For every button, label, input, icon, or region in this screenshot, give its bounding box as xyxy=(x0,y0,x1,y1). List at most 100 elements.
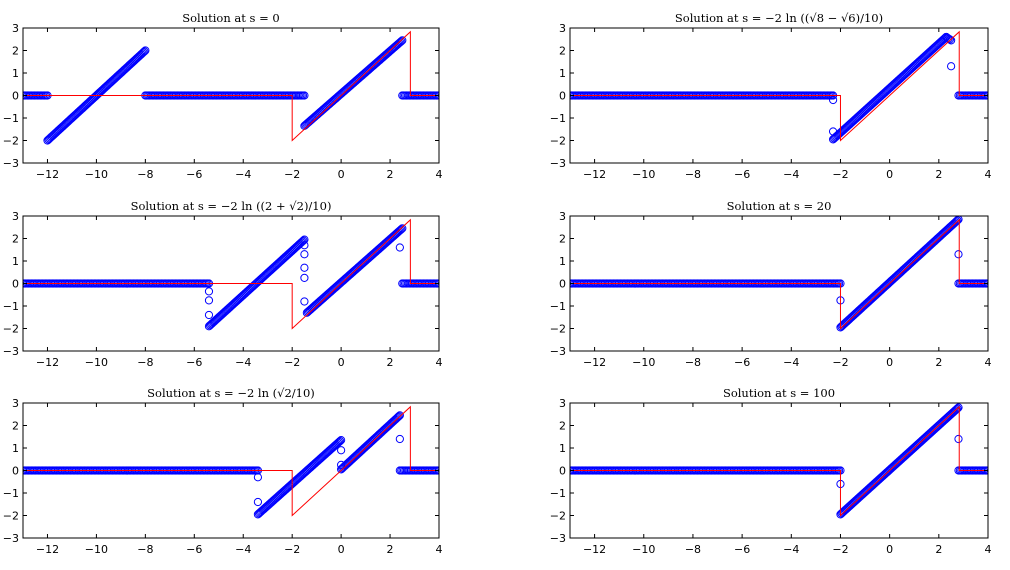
solution-point xyxy=(335,436,345,446)
x-tick-label: −2 xyxy=(832,356,848,369)
solution-point-outlier xyxy=(300,273,309,282)
y-tick-label: 1 xyxy=(559,67,566,80)
plot-area xyxy=(23,30,439,145)
solution-point xyxy=(396,38,405,47)
x-tick-label: −8 xyxy=(137,543,153,556)
x-tick-label: 4 xyxy=(985,168,992,181)
x-tick-label: −6 xyxy=(734,356,750,369)
solution-point-outlier xyxy=(253,473,263,482)
solution-point xyxy=(334,437,344,447)
x-tick-label: 4 xyxy=(436,543,443,556)
y-tick-label: 0 xyxy=(12,278,19,291)
solution-point xyxy=(300,235,309,244)
y-tick-label: 0 xyxy=(12,90,19,103)
x-tick-label: −2 xyxy=(284,543,300,556)
y-tick-label: 1 xyxy=(12,255,19,268)
x-tick-label: −10 xyxy=(632,168,655,181)
solution-point xyxy=(393,413,402,422)
solution-point-outlier xyxy=(253,497,263,507)
y-tick-label: −3 xyxy=(3,532,19,545)
y-tick-label: 3 xyxy=(12,210,19,223)
x-tick-label: 0 xyxy=(886,543,893,556)
chart-title: Solution at s = 0 xyxy=(182,11,279,25)
y-tick-label: 1 xyxy=(12,442,19,455)
x-tick-label: 2 xyxy=(935,356,942,369)
x-tick-label: −12 xyxy=(583,356,606,369)
solution-point-outlier xyxy=(300,297,309,306)
chart-panel-5: Solution at s = −2 ln (√2/10)−12 −10 −8 −6−… xyxy=(3,386,443,556)
x-tick-label: 0 xyxy=(886,356,893,369)
y-tick-label: 2 xyxy=(12,233,19,246)
solution-point xyxy=(952,405,961,414)
y-tick-label: −2 xyxy=(3,135,19,148)
x-tick-label: 4 xyxy=(436,168,443,181)
x-tick-label: −6 xyxy=(734,543,750,556)
y-tick-label: 1 xyxy=(559,255,566,268)
solution-point xyxy=(337,436,346,445)
solution-point xyxy=(300,91,309,100)
solution-point-outlier xyxy=(337,460,346,469)
solution-point xyxy=(394,412,403,421)
y-tick-label: 3 xyxy=(12,22,19,35)
y-tick-label: −1 xyxy=(550,300,566,313)
solution-point-outlier xyxy=(300,250,309,259)
y-tick-label: 0 xyxy=(559,90,566,103)
exact-solution-line xyxy=(23,218,439,330)
y-tick-label: −1 xyxy=(550,487,566,500)
solution-point xyxy=(953,216,962,225)
chart-title: Solution at s = −2 ln ((√8 − √6)/10) xyxy=(675,11,883,25)
solution-point-outlier xyxy=(954,434,963,444)
solution-point-outlier xyxy=(337,446,346,455)
y-tick-label: 1 xyxy=(12,67,19,80)
solution-point-outlier xyxy=(204,296,214,305)
y-tick-label: 2 xyxy=(559,45,566,58)
x-tick-label: 0 xyxy=(886,168,893,181)
x-tick-label: −12 xyxy=(36,543,59,556)
solution-point xyxy=(954,216,963,224)
solution-point-outlier xyxy=(204,310,214,320)
y-tick-label: −3 xyxy=(3,345,19,358)
y-tick-label: 0 xyxy=(12,465,19,478)
exact-solution-line xyxy=(570,30,988,142)
solution-point-outlier xyxy=(828,95,838,105)
x-tick-label: 2 xyxy=(387,543,394,556)
solution-point xyxy=(397,225,406,234)
chart-panel-3: Solution at s = −2 ln ((2 + √2)/10)−12 −1… xyxy=(3,199,443,369)
solution-point xyxy=(396,226,405,235)
x-tick-label: −8 xyxy=(685,543,701,556)
solution-point xyxy=(139,48,148,57)
chart-panel-6: Solution at s = 100−12 −10 −8 −6 −4 −2 0 2 4−3−2… xyxy=(550,386,992,556)
chart-title: Solution at s = 100 xyxy=(723,386,835,400)
y-tick-label: 3 xyxy=(559,397,566,410)
plot-area xyxy=(570,30,988,144)
solution-point-outlier xyxy=(300,263,309,272)
y-tick-label: 2 xyxy=(12,420,19,433)
solution-point xyxy=(953,404,962,413)
x-tick-label: −12 xyxy=(36,356,59,369)
y-tick-label: −1 xyxy=(3,112,19,125)
x-tick-label: −10 xyxy=(85,543,108,556)
chart-panel-4: Solution at s = 20−12 −10 −8 −6 −4 −2 0 2 4−3−2−… xyxy=(550,199,992,369)
x-tick-label: 2 xyxy=(935,543,942,556)
solution-point-outlier xyxy=(204,287,214,296)
chart-title: Solution at s = 20 xyxy=(727,199,832,213)
y-tick-label: 3 xyxy=(559,22,566,35)
x-tick-label: −8 xyxy=(685,356,701,369)
y-tick-label: −3 xyxy=(3,157,19,170)
exact-solution-line xyxy=(23,30,439,142)
y-tick-label: 3 xyxy=(559,210,566,223)
solution-point-outlier xyxy=(828,127,838,136)
x-tick-label: −10 xyxy=(85,356,108,369)
x-tick-label: 2 xyxy=(935,168,942,181)
y-tick-label: 2 xyxy=(12,45,19,58)
x-tick-label: −4 xyxy=(783,168,799,181)
x-tick-label: 0 xyxy=(338,543,345,556)
x-tick-label: −2 xyxy=(284,168,300,181)
x-tick-label: −4 xyxy=(235,356,251,369)
exact-solution-line xyxy=(570,405,988,517)
y-tick-label: 1 xyxy=(559,442,566,455)
plot-area xyxy=(23,218,439,331)
x-tick-label: −8 xyxy=(137,356,153,369)
y-tick-label: −2 xyxy=(550,135,566,148)
